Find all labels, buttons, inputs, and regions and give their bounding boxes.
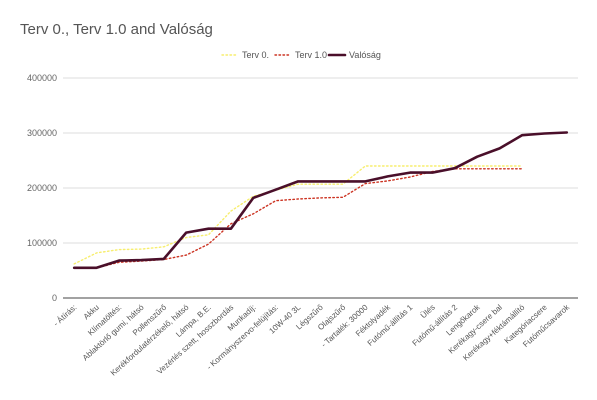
legend-label: Valóság <box>349 50 381 60</box>
y-tick-label: 0 <box>52 293 57 303</box>
series-line-0 <box>73 165 523 265</box>
x-tick-label: - Átírás: <box>52 303 79 328</box>
y-tick-label: 400000 <box>27 73 57 83</box>
y-tick-label: 200000 <box>27 183 57 193</box>
series-lines <box>72 131 569 270</box>
chart-title: Terv 0., Terv 1.0 and Valóság <box>20 21 213 38</box>
grid <box>63 77 578 299</box>
x-tick-label: Ülés <box>419 303 437 320</box>
y-axis-ticks: 0 100000 200000 300000 400000 <box>27 73 57 303</box>
x-tick-label: Akku <box>82 303 101 322</box>
y-tick-label: 300000 <box>27 128 57 138</box>
legend-label: Terv 1.0 <box>295 50 327 60</box>
legend: Terv 0. Terv 1.0 Valóság <box>221 50 381 60</box>
series-line-2 <box>72 131 569 270</box>
y-tick-label: 100000 <box>27 238 57 248</box>
legend-label: Terv 0. <box>242 50 269 60</box>
